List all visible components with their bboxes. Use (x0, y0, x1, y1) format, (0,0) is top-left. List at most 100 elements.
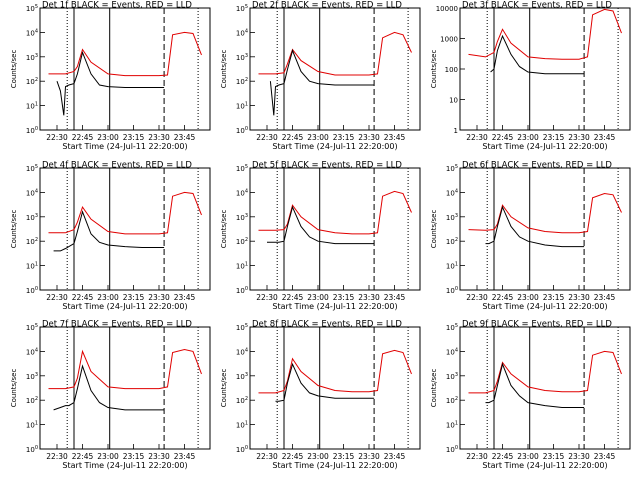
x-tick-label: 22:45 (72, 293, 94, 302)
x-tick-label: 23:00 (307, 452, 329, 461)
panel-1: Det 1f BLACK = Events, RED = LLD 100 101 10… (10, 1, 211, 151)
x-tick-label: 23:00 (307, 293, 329, 302)
y-tick-label: 102 (26, 396, 38, 405)
y-tick-label: 101 (236, 262, 248, 271)
panel-title: Det 1f BLACK = Events, RED = LLD (42, 1, 192, 11)
x-tick-label: 22:30 (46, 133, 68, 142)
y-tick-label: 105 (236, 323, 248, 332)
y-tick-label: 1000 (440, 36, 458, 44)
x-tick-label: 22:45 (492, 133, 514, 142)
x-tick-label: 23:30 (148, 452, 170, 461)
y-tick-label: 101 (236, 102, 248, 111)
x-tick-label: 23:45 (594, 452, 616, 461)
y-tick-label: 105 (236, 164, 248, 173)
series-events (267, 205, 375, 245)
x-axis-label: Start Time (24-Jul-11 22:20:00) (62, 461, 187, 470)
y-tick-label: 103 (26, 53, 38, 62)
x-axis-label: Start Time (24-Jul-11 22:20:00) (482, 302, 607, 311)
panel-7: Det 7f BLACK = Events, RED = LLD 100 101 10… (10, 320, 211, 470)
x-axis-label: Start Time (24-Jul-11 22:20:00) (482, 142, 607, 151)
panel-title: Det 6f BLACK = Events, RED = LLD (462, 161, 612, 171)
y-tick-label: 104 (446, 188, 458, 197)
x-axis-label: Start Time (24-Jul-11 22:20:00) (62, 142, 187, 151)
x-tick-label: 23:15 (543, 293, 565, 302)
y-axis-label: Counts/sec (430, 369, 438, 408)
y-tick-label: 101 (26, 102, 38, 111)
y-tick-label: 101 (446, 421, 458, 430)
x-tick-label: 22:30 (466, 293, 488, 302)
y-tick-label: 10 (449, 97, 458, 105)
y-tick-label: 105 (446, 164, 458, 173)
y-tick-label: 102 (236, 237, 248, 246)
y-axis-label: Counts/sec (10, 210, 18, 249)
y-tick-label: 103 (446, 372, 458, 381)
panel-4: Det 4f BLACK = Events, RED = LLD 100 101 10… (10, 161, 211, 311)
x-tick-label: 22:30 (46, 293, 68, 302)
y-tick-label: 104 (26, 347, 38, 356)
plot-frame (39, 326, 211, 450)
panel-title: Det 2f BLACK = Events, RED = LLD (252, 1, 402, 11)
y-tick-label: 103 (236, 213, 248, 222)
y-tick-label: 101 (446, 262, 458, 271)
series-lld (258, 349, 412, 394)
y-tick-label: 105 (26, 164, 38, 173)
y-tick-label: 105 (446, 323, 458, 332)
x-axis-label: Start Time (24-Jul-11 22:20:00) (482, 461, 607, 470)
y-tick-label: 100 (236, 445, 248, 454)
x-tick-label: 23:30 (358, 452, 380, 461)
x-tick-label: 22:30 (466, 452, 488, 461)
panel-3: Det 3f BLACK = Events, RED = LLD 1 10 100 10… (430, 1, 631, 151)
series-events (53, 210, 165, 252)
series-lld (468, 8, 622, 60)
plot-frame (459, 7, 631, 131)
y-tick-label: 105 (26, 4, 38, 13)
panel-8: Det 8f BLACK = Events, RED = LLD 100 101 10… (220, 320, 421, 470)
y-tick-label: 102 (236, 396, 248, 405)
y-tick-label: 103 (26, 372, 38, 381)
x-tick-label: 23:00 (517, 293, 539, 302)
panel-2: Det 2f BLACK = Events, RED = LLD 100 101 10… (220, 1, 421, 151)
series-events (53, 364, 165, 411)
x-tick-label: 23:00 (307, 133, 329, 142)
plot-frame (249, 326, 421, 450)
series-events (269, 49, 375, 116)
y-tick-label: 101 (26, 421, 38, 430)
panel-title: Det 3f BLACK = Events, RED = LLD (462, 1, 612, 11)
series-events (485, 205, 585, 248)
x-tick-label: 23:15 (123, 452, 145, 461)
y-axis-label: Counts/sec (220, 369, 228, 408)
series-lld (468, 192, 622, 234)
y-tick-label: 10000 (436, 5, 458, 13)
plot-frame (459, 326, 631, 450)
x-tick-label: 23:45 (384, 133, 406, 142)
x-tick-label: 22:30 (46, 452, 68, 461)
x-tick-label: 22:45 (282, 133, 304, 142)
x-tick-label: 22:45 (282, 452, 304, 461)
x-tick-label: 22:30 (466, 133, 488, 142)
y-tick-label: 101 (236, 421, 248, 430)
x-tick-label: 23:15 (333, 293, 355, 302)
x-tick-label: 23:15 (333, 452, 355, 461)
x-tick-label: 22:30 (256, 293, 278, 302)
series-events (490, 34, 585, 75)
y-tick-label: 104 (236, 188, 248, 197)
series-lld (258, 31, 412, 76)
y-tick-label: 104 (236, 347, 248, 356)
x-tick-label: 23:30 (568, 133, 590, 142)
y-tick-label: 101 (26, 262, 38, 271)
y-tick-label: 100 (445, 66, 458, 74)
x-tick-label: 23:00 (97, 452, 119, 461)
panel-9: Det 9f BLACK = Events, RED = LLD 100 101 10… (430, 320, 631, 470)
x-tick-label: 22:45 (72, 133, 94, 142)
series-lld (48, 348, 202, 390)
y-tick-label: 100 (446, 286, 458, 295)
series-lld (48, 31, 202, 77)
x-tick-label: 23:15 (333, 133, 355, 142)
plot-frame (249, 7, 421, 131)
x-tick-label: 23:00 (97, 293, 119, 302)
y-tick-label: 104 (26, 188, 38, 197)
x-tick-label: 23:15 (543, 133, 565, 142)
plot-frame (39, 7, 211, 131)
panel-title: Det 8f BLACK = Events, RED = LLD (252, 320, 402, 330)
x-tick-label: 23:45 (594, 293, 616, 302)
